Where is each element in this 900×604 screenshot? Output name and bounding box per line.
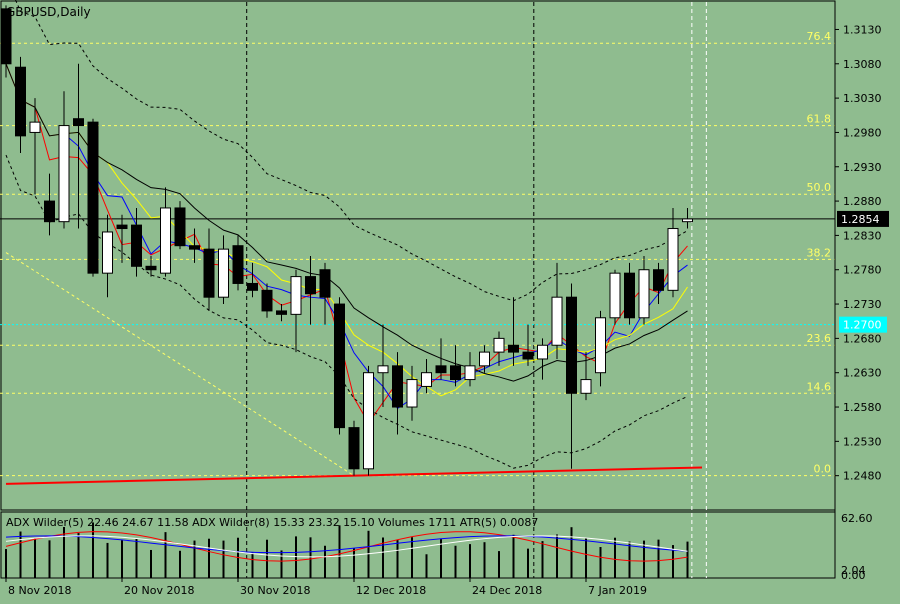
- time-tick-label: 24 Dec 2018: [472, 584, 542, 597]
- current-price-label: 1.2854: [841, 213, 880, 226]
- fib-level-label: 76.4: [807, 30, 832, 43]
- time-tick-label: 8 Nov 2018: [8, 584, 71, 597]
- adx-line-white: [5, 535, 688, 558]
- time-tick-label: 20 Nov 2018: [124, 584, 194, 597]
- candle-body[interactable]: [247, 282, 258, 291]
- candle-body[interactable]: [319, 269, 331, 298]
- candle-body[interactable]: [145, 265, 157, 271]
- chart-title: GBPUSD,Daily: [6, 5, 91, 19]
- candle-body[interactable]: [682, 218, 693, 223]
- fib-level-label: 61.8: [807, 113, 832, 126]
- band-lower: [5, 154, 688, 469]
- candle-body[interactable]: [464, 365, 476, 381]
- candle-body[interactable]: [305, 276, 316, 295]
- candle-body[interactable]: [508, 344, 519, 353]
- candle-body[interactable]: [160, 207, 171, 274]
- price-tick-label: 1.2880: [843, 195, 882, 208]
- candle-body[interactable]: [493, 337, 505, 353]
- candle-body[interactable]: [537, 344, 548, 360]
- candle-body[interactable]: [131, 224, 142, 267]
- indicator-label: ADX Wilder(5) 22.46 24.67 11.58 ADX Wild…: [6, 516, 538, 529]
- price-tick-label: 1.2730: [843, 298, 882, 311]
- candle-body[interactable]: [87, 121, 99, 274]
- candle-body[interactable]: [580, 379, 592, 394]
- fib-level-label: 14.6: [807, 380, 832, 393]
- candle-body[interactable]: [276, 310, 287, 315]
- candle-body[interactable]: [218, 248, 229, 298]
- candle-body[interactable]: [174, 207, 186, 247]
- time-tick-label: 7 Jan 2019: [588, 584, 647, 597]
- candle-body[interactable]: [261, 289, 273, 312]
- candle-body[interactable]: [435, 365, 447, 374]
- candle-body[interactable]: [116, 224, 128, 230]
- price-tick-label: 1.2530: [843, 435, 882, 448]
- candle-body[interactable]: [653, 269, 664, 291]
- candle-body[interactable]: [609, 272, 621, 319]
- price-tick-label: 1.3080: [843, 58, 882, 71]
- candle-body[interactable]: [290, 276, 302, 315]
- candle-body[interactable]: [406, 379, 418, 408]
- candle-body[interactable]: [363, 372, 374, 470]
- indicator-min-label: 0.00: [841, 569, 866, 582]
- ma-black: [5, 63, 688, 382]
- indicator-mid-label: 2.04: [841, 564, 866, 577]
- candle-body[interactable]: [102, 231, 113, 274]
- candle-body[interactable]: [334, 303, 345, 429]
- candle-body[interactable]: [58, 125, 70, 223]
- candle-body[interactable]: [44, 200, 55, 223]
- price-marker-tag: [839, 316, 887, 333]
- candle-body[interactable]: [15, 66, 26, 137]
- indicator-max-label: 62.60: [841, 512, 873, 525]
- fib-level-label: 23.6: [807, 332, 832, 345]
- candle-body[interactable]: [421, 372, 432, 387]
- candle-body[interactable]: [595, 317, 606, 374]
- fib-level-label: 50.0: [807, 181, 832, 194]
- candle-body[interactable]: [667, 228, 679, 291]
- candle-body[interactable]: [29, 121, 41, 133]
- trendline-yellow: [5, 252, 355, 477]
- candle-body[interactable]: [479, 351, 490, 367]
- ma-yellow: [5, 63, 688, 397]
- fib-level-label: 38.2: [807, 246, 832, 259]
- current-price-tag: [837, 210, 889, 227]
- price-tick-label: 1.2480: [843, 470, 882, 483]
- candle-body[interactable]: [624, 272, 635, 319]
- candle-body[interactable]: [377, 365, 389, 374]
- price-tick-label: 1.2980: [843, 126, 882, 139]
- price-tick-label: 1.2930: [843, 161, 882, 174]
- candle-body[interactable]: [551, 296, 563, 346]
- candle-body[interactable]: [566, 296, 577, 394]
- candle-body[interactable]: [73, 118, 84, 127]
- candle-body[interactable]: [348, 427, 360, 470]
- price-tick-label: 1.2780: [843, 264, 882, 277]
- candle-body[interactable]: [392, 365, 403, 408]
- price-tick-label: 1.2680: [843, 332, 882, 345]
- candle-body[interactable]: [0, 8, 12, 65]
- candle-body[interactable]: [450, 365, 461, 381]
- adx-line-red: [5, 531, 688, 562]
- candle-body[interactable]: [232, 245, 244, 284]
- price-tick-label: 1.2830: [843, 229, 882, 242]
- candle-body[interactable]: [189, 245, 200, 250]
- price-tick-label: 1.3130: [843, 23, 882, 36]
- candle-body[interactable]: [638, 269, 650, 319]
- price-tick-label: 1.2630: [843, 367, 882, 380]
- price-tick-label: 1.3030: [843, 92, 882, 105]
- fib-level-label: 0.0: [814, 463, 832, 476]
- price-tick-label: 1.2580: [843, 401, 882, 414]
- time-tick-label: 12 Dec 2018: [356, 584, 426, 597]
- candle-body[interactable]: [522, 351, 534, 360]
- time-tick-label: 30 Nov 2018: [240, 584, 310, 597]
- band-upper: [15, 0, 688, 302]
- price-marker-label: 1.2700: [843, 319, 882, 332]
- adx-line-blue: [5, 535, 688, 554]
- candle-body[interactable]: [203, 248, 215, 298]
